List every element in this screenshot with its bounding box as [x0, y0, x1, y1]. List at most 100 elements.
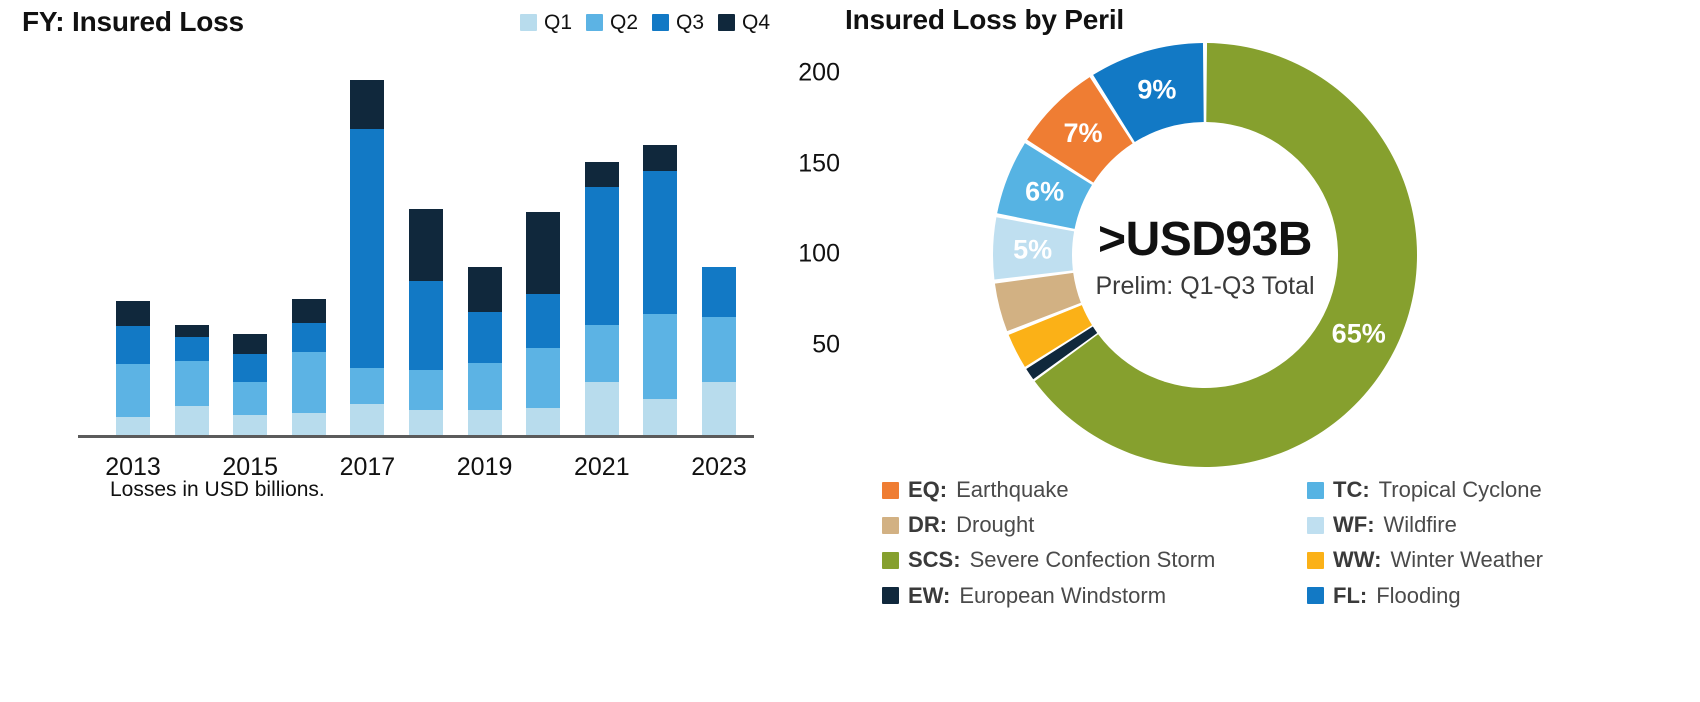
bar-segment-q1 — [526, 407, 561, 435]
peril-legend-item-tc[interactable]: TC: Tropical Cyclone — [1307, 477, 1700, 502]
bar-segment-q3 — [116, 326, 150, 365]
peril-legend-item-fl[interactable]: FL: Flooding — [1307, 582, 1700, 608]
bar-segment-q4 — [350, 80, 385, 130]
bar-segment-q2 — [350, 368, 385, 405]
peril-legend-name: Drought — [956, 512, 1035, 538]
legend-label: Q2 — [610, 11, 639, 34]
peril-legend-item-eq[interactable]: EQ: Earthquake — [882, 477, 1277, 502]
bar-2020[interactable] — [526, 212, 561, 435]
donut-center-subtitle: Prelim: Q1-Q3 Total — [1095, 272, 1315, 300]
peril-legend-swatch-ww — [1307, 551, 1324, 569]
legend-label: Q4 — [742, 11, 771, 34]
bar-segment-q3 — [467, 311, 502, 363]
legend-label: Q3 — [676, 11, 705, 34]
donut-slice-label-wf: 5% — [1013, 235, 1052, 265]
peril-legend-name: Severe Confection Storm — [969, 547, 1216, 573]
bar-2021[interactable] — [584, 161, 619, 435]
bar-2017[interactable] — [350, 80, 385, 435]
legend-swatch-q3 — [652, 14, 670, 31]
bar-segment-q2 — [526, 348, 561, 408]
bar-segment-q4 — [526, 212, 561, 294]
bar-2018[interactable] — [409, 208, 443, 435]
bar-segment-q1 — [174, 406, 209, 435]
donut-slice-wf[interactable] — [993, 217, 1075, 280]
donut-slice-ew[interactable] — [1026, 326, 1098, 380]
x-tick-label: 2017 — [339, 453, 396, 481]
peril-legend-item-scs[interactable]: SCS: Severe Confection Storm — [882, 548, 1277, 572]
bar-segment-q3 — [291, 322, 326, 352]
bar-chart-title: FY: Insured Loss — [22, 6, 244, 37]
bar-segment-q1 — [643, 398, 678, 435]
peril-legend-name: Earthquake — [956, 477, 1069, 502]
bar-2014[interactable] — [174, 324, 209, 435]
bar-segment-q1 — [409, 409, 443, 435]
quarter-legend: Q1 Q2 Q3 Q4 — [520, 12, 770, 33]
legend-swatch-q1 — [520, 14, 537, 31]
bar-segment-q2 — [643, 313, 678, 399]
peril-legend-item-ew[interactable]: EW: European Windstorm — [882, 582, 1277, 608]
x-axis-line — [78, 435, 754, 438]
peril-legend-abbr: EQ: — [908, 477, 948, 502]
bar-segment-q3 — [702, 266, 736, 318]
donut-slice-tc[interactable] — [997, 143, 1093, 229]
donut-slice-fl[interactable] — [1093, 43, 1204, 143]
bar-2015[interactable] — [233, 333, 268, 435]
bar-segment-q2 — [702, 317, 736, 383]
donut-center-total: >USD93B — [1098, 213, 1312, 266]
bar-2023[interactable] — [702, 266, 736, 435]
peril-legend-item-ww[interactable]: WW: Winter Weather — [1307, 548, 1700, 572]
peril-legend-name: Tropical Cyclone — [1378, 477, 1542, 502]
bar-segment-q4 — [643, 145, 678, 171]
bar-segment-q3 — [526, 293, 561, 349]
peril-legend-abbr: TC: — [1333, 477, 1370, 502]
bar-segment-q2 — [467, 362, 502, 410]
bar-2013[interactable] — [116, 301, 150, 435]
y-tick-label: 50 — [812, 330, 840, 358]
peril-legend-abbr: FL: — [1333, 582, 1368, 608]
bar-2016[interactable] — [291, 299, 326, 435]
peril-legend-abbr: WW: — [1333, 547, 1382, 573]
bar-2019[interactable] — [467, 266, 502, 435]
peril-legend-item-wf[interactable]: WF: Wildfire — [1307, 512, 1700, 538]
legend-item-q4[interactable]: Q4 — [718, 12, 770, 33]
bar-segment-q4 — [291, 299, 326, 323]
bar-segment-q3 — [409, 281, 443, 370]
bar-segment-q4 — [409, 208, 443, 282]
peril-legend-swatch-ew — [882, 587, 899, 605]
bar-segment-q2 — [174, 360, 209, 406]
peril-legend: EQ: Earthquake TC: Tropical Cyclone DR: Droug… — [882, 477, 1700, 608]
donut-slice-label-tc: 6% — [1025, 176, 1064, 206]
bar-segment-q4 — [584, 161, 619, 188]
bar-segment-q1 — [291, 413, 326, 435]
bar-segment-q2 — [233, 382, 268, 416]
y-tick-label: 200 — [798, 58, 840, 87]
peril-legend-swatch-scs — [882, 551, 899, 569]
x-tick-label: 2013 — [105, 453, 161, 481]
peril-legend-abbr: WF: — [1333, 512, 1375, 538]
donut-slice-scs[interactable] — [1034, 43, 1417, 468]
bar-2022[interactable] — [643, 145, 678, 435]
peril-legend-abbr: EW: — [908, 582, 951, 608]
donut-chart: 65% 5% 6% 7% 9% >USD93B Prelim: Q1-Q3 Total — [990, 40, 1420, 470]
insured-loss-bar-panel: FY: Insured Loss Q1 Q2 Q3 Q4 50 100 150 200 20… — [0, 0, 840, 702]
y-tick-label: 100 — [798, 239, 840, 268]
legend-item-q3[interactable]: Q3 — [652, 12, 704, 33]
bar-segment-q3 — [643, 170, 678, 314]
peril-legend-item-dr[interactable]: DR: Drought — [882, 512, 1277, 538]
donut-slice-ww[interactable] — [1008, 305, 1093, 367]
legend-item-q1[interactable]: Q1 — [520, 12, 572, 33]
bar-segment-q4 — [116, 301, 150, 327]
bar-segment-q4 — [467, 266, 502, 312]
donut-slice-eq[interactable] — [1027, 77, 1133, 183]
donut-slice-dr[interactable] — [994, 272, 1081, 332]
bar-segment-q2 — [409, 369, 443, 410]
bar-segment-q1 — [350, 404, 385, 435]
donut-slice-label-fl: 9% — [1137, 74, 1176, 104]
bar-segment-q1 — [116, 416, 150, 435]
legend-item-q2[interactable]: Q2 — [586, 12, 638, 33]
insured-loss-by-peril-panel: Insured Loss by Peril 65% 5% 6% 7% 9% >USD93… — [840, 0, 1700, 702]
bar-segment-q2 — [116, 364, 150, 417]
peril-legend-swatch-wf — [1307, 516, 1324, 534]
legend-swatch-q2 — [586, 14, 604, 31]
donut-svg: 65% 5% 6%7% 9% — [993, 43, 1417, 468]
